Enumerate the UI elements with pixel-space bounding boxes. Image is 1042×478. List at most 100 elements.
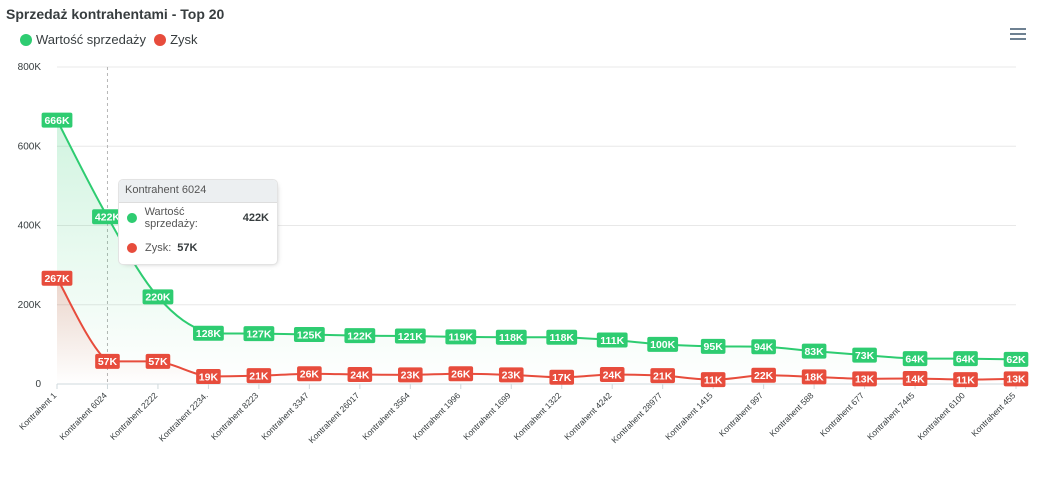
data-label: 23K [398,367,423,383]
data-label-box [347,366,373,382]
data-label-text: 57K [98,356,118,368]
tooltip-label-profit: Zysk: [145,242,172,254]
data-label-text: 17K [552,372,572,384]
data-label-box [344,328,376,344]
legend-label-profit: Zysk [170,32,198,47]
data-label-text: 122K [347,330,373,342]
data-label: 422K [92,209,123,225]
data-label-text: 125K [297,329,323,341]
data-label-box [596,332,628,348]
legend-marker-profit [154,33,167,46]
data-label-box [546,329,578,345]
data-label-text: 118K [549,332,574,344]
data-label: 13K [1003,371,1029,387]
data-label-box [599,366,625,382]
data-label-box [293,326,325,342]
x-tick-label: Kontrahent 3347 [259,390,311,442]
data-label-box [751,367,776,383]
tooltip-marker-sales [127,213,137,223]
data-label-box [801,343,827,359]
data-label-text: 94K [754,342,774,354]
data-label: 119K [445,329,477,345]
data-label-box [196,368,221,384]
data-label-text: 121K [398,331,424,343]
y-tick-label: 600K [18,141,42,152]
data-label-box [647,336,679,352]
data-label-text: 13K [1006,374,1026,386]
hamburger-menu-icon[interactable] [1010,28,1026,42]
data-label-box [297,366,322,382]
data-label-box [852,371,877,387]
data-label: 57K [145,353,171,369]
data-label: 118K [495,329,527,345]
x-tick-label: Kontrahent 2234. [157,390,210,443]
y-tick-label: 800K [18,62,42,73]
data-label: 73K [852,347,877,363]
legend-item-sales[interactable]: Wartość sprzedaży [20,32,146,47]
data-label: 57K [95,353,120,369]
data-label: 24K [347,366,373,382]
data-label: 62K [1003,351,1029,367]
tooltip-value-sales: 422K [242,212,269,224]
data-label-box [448,366,474,382]
data-label-box [953,351,978,367]
data-label: 220K [142,289,174,305]
data-label-text: 666K [44,115,70,127]
data-label-text: 19K [199,371,219,383]
data-label-text: 22K [754,370,774,382]
data-label-text: 62K [1006,354,1026,366]
data-label-box [549,369,575,385]
data-label: 121K [394,328,426,344]
data-label-box [801,369,827,385]
data-label: 26K [297,366,322,382]
data-label: 128K [193,325,224,341]
tooltip-marker-profit [127,243,137,253]
data-label-box [243,326,275,342]
data-label: 64K [902,351,928,367]
data-label: 19K [196,368,221,384]
data-label-text: 127K [246,328,272,340]
data-label-text: 21K [249,370,269,382]
data-label-text: 119K [449,332,474,344]
data-label: 11K [953,372,978,388]
tooltip-title: Kontrahent 6024 [119,180,277,203]
x-tick-label: Kontrahent 997 [717,390,765,438]
data-label-box [92,209,123,225]
data-label-text: 14K [905,373,925,385]
y-tick-label: 400K [18,221,42,232]
data-label-box [953,372,978,388]
data-label-text: 64K [905,353,925,365]
data-label-text: 95K [704,341,724,353]
data-label-text: 100K [650,339,676,351]
data-label-box [700,338,726,354]
legend-marker-sales [20,33,32,46]
data-label: 666K [41,112,73,128]
data-label: 14K [902,370,928,386]
data-label-box [142,289,174,305]
data-label: 11K [700,372,726,388]
x-tick-label: Kontrahent 28977 [609,390,664,445]
data-label-box [1003,371,1029,387]
tooltip-value-profit: 57K [177,242,198,254]
data-label: 24K [599,366,625,382]
data-label: 127K [243,326,275,342]
x-tick-label: Kontrahent 677 [818,390,866,438]
data-label-text: 422K [95,212,121,224]
legend-item-profit[interactable]: Zysk [154,32,198,47]
data-label-box [41,270,73,286]
data-label: 13K [852,371,877,387]
data-label-box [145,353,171,369]
tooltip-row-sales: Wartość sprzedaży: 422K [119,203,277,233]
x-tick-label: Kontrahent 8223 [209,390,261,442]
data-label: 83K [801,343,827,359]
data-label: 21K [246,368,272,384]
x-tick-label: Kontrahent 3564 [360,390,412,442]
data-label-text: 73K [855,350,875,362]
data-label-text: 11K [956,374,975,386]
data-label: 21K [650,368,675,384]
data-label-box [700,372,726,388]
data-label-text: 220K [145,292,171,304]
data-label: 95K [700,338,726,354]
data-label-text: 64K [956,353,976,365]
data-label-box [246,368,272,384]
